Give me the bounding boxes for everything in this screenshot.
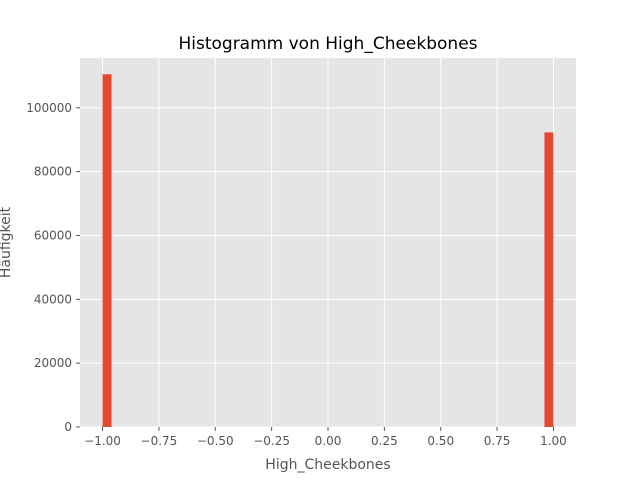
y-tick-label: 100000	[26, 101, 72, 115]
x-tick-label: 0.25	[371, 434, 398, 448]
x-axis-title: High_Cheekbones	[265, 457, 390, 473]
x-tick-label: −0.25	[253, 434, 290, 448]
y-axis-title: Häufigkeit	[0, 206, 14, 278]
x-tick-label: 0.50	[427, 434, 454, 448]
y-tick-label: 60000	[34, 228, 72, 242]
y-tick-label: 80000	[34, 165, 72, 179]
y-tick-label: 0	[64, 420, 72, 434]
y-tick-label: 40000	[34, 292, 72, 306]
y-axis: 0 20000 40000 60000 80000 100000	[26, 101, 80, 434]
x-tick-label: −0.50	[197, 434, 234, 448]
bars	[102, 74, 554, 427]
histogram-bar	[102, 74, 112, 427]
x-tick-label: 0.75	[484, 434, 511, 448]
chart-title: Histogramm von High_Cheekbones	[178, 34, 477, 54]
x-tick-label: −1.00	[84, 434, 121, 448]
x-tick-label: 1.00	[540, 434, 567, 448]
histogram-bar	[544, 132, 554, 427]
x-tick-label: 0.00	[315, 434, 342, 448]
x-tick-label: −0.75	[141, 434, 178, 448]
x-axis: −1.00 −0.75 −0.50 −0.25 0.00 0.25 0.50 0.75 1.00	[84, 427, 567, 448]
y-tick-label: 20000	[34, 356, 72, 370]
